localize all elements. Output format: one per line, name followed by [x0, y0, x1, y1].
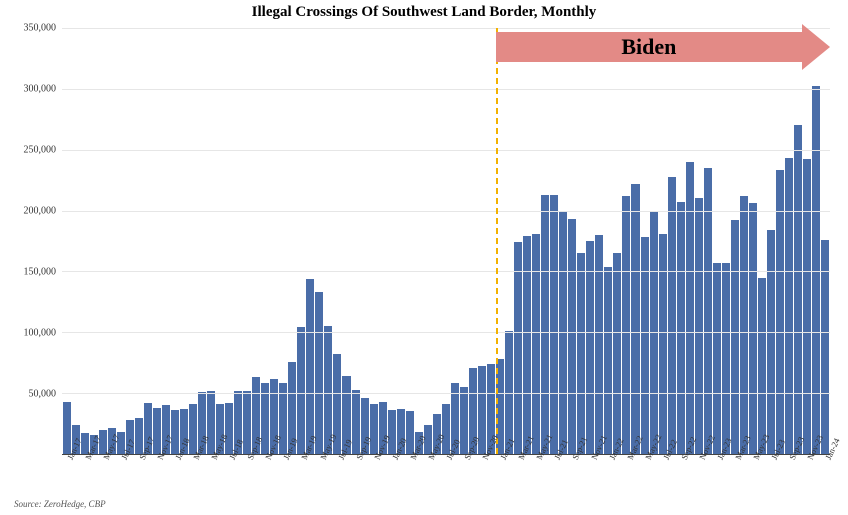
grid-line [62, 271, 830, 272]
bar [622, 196, 630, 454]
bar [613, 253, 621, 454]
y-tick-label: 200,000 [24, 206, 57, 217]
grid-line [62, 211, 830, 212]
bar [668, 177, 676, 455]
bar [532, 234, 540, 454]
bar [713, 263, 721, 454]
y-tick-label: 150,000 [24, 267, 57, 278]
x-axis: Jan-17Mar-17May-17Jul-17Sep-17Nov-17Jan-… [62, 455, 830, 515]
bar [695, 198, 703, 454]
chart-title: Illegal Crossings Of Southwest Land Bord… [0, 4, 848, 21]
bar [315, 292, 323, 454]
bar [686, 162, 694, 454]
bar [722, 263, 730, 454]
grid-line [62, 28, 830, 29]
grid-line [62, 150, 830, 151]
bar [541, 195, 549, 454]
grid-line [62, 332, 830, 333]
bar [306, 279, 314, 454]
y-tick-label: 100,000 [24, 328, 57, 339]
grid-line [62, 393, 830, 394]
biden-start-line [496, 28, 498, 454]
y-tick-label: 350,000 [24, 23, 57, 34]
bar [731, 220, 739, 454]
x-labels: Jan-17Mar-17May-17Jul-17Sep-17Nov-17Jan-… [62, 455, 830, 515]
bar [758, 278, 766, 454]
bar [568, 219, 576, 454]
bar [631, 184, 639, 454]
bar [604, 267, 612, 454]
bar [297, 327, 305, 454]
bar [785, 158, 793, 454]
plot-area: Biden [62, 28, 830, 455]
bar [641, 237, 649, 454]
arrow-head-icon [802, 24, 830, 70]
bar [677, 202, 685, 454]
bar [586, 241, 594, 454]
y-tick-label: 50,000 [29, 389, 57, 400]
bar [749, 203, 757, 454]
bar [803, 159, 811, 454]
bar [550, 195, 558, 454]
bar [812, 86, 820, 454]
biden-arrow: Biden [496, 32, 830, 62]
bar [767, 230, 775, 454]
bar [740, 196, 748, 454]
bar [577, 253, 585, 454]
bar [776, 170, 784, 454]
source-text: Source: ZeroHedge, CBP [14, 499, 106, 509]
bar [659, 234, 667, 454]
bar [514, 242, 522, 454]
bar [523, 236, 531, 454]
grid-line [62, 89, 830, 90]
bar [595, 235, 603, 454]
biden-arrow-label: Biden [496, 32, 802, 62]
bars-container [62, 28, 830, 454]
y-tick-label: 300,000 [24, 84, 57, 95]
y-tick-label: 250,000 [24, 145, 57, 156]
y-axis: 50,000 100,000 150,000 200,000 250,000 300,00… [0, 28, 60, 455]
bar [794, 125, 802, 454]
